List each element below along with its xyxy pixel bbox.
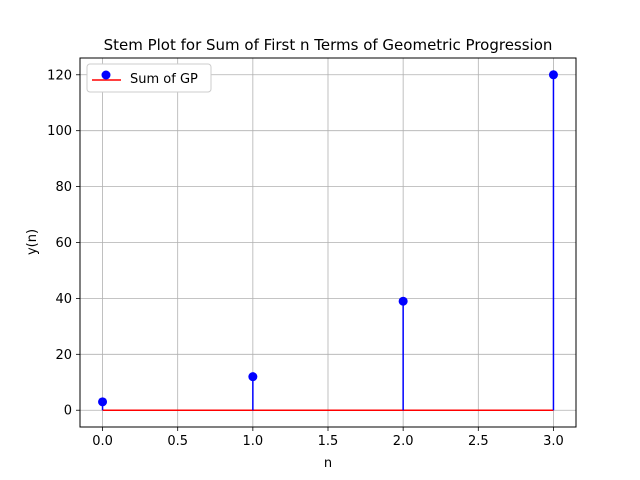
- x-tick-label: 3.0: [543, 434, 564, 449]
- y-tick-label: 40: [55, 292, 72, 307]
- y-tick-label: 0: [64, 404, 72, 419]
- y-tick-label: 80: [55, 180, 72, 195]
- y-tick-label: 120: [47, 68, 72, 83]
- stem-marker: [548, 70, 558, 80]
- x-tick-label: 2.5: [468, 434, 489, 449]
- legend-label: Sum of GP: [130, 72, 198, 87]
- stem-marker: [248, 372, 258, 382]
- legend-box: [86, 63, 212, 93]
- x-tick-label: 1.5: [318, 434, 339, 449]
- stems: [101, 74, 555, 411]
- markers: [98, 70, 558, 407]
- x-tick-label: 2.0: [393, 434, 414, 449]
- y-tick-label: 20: [55, 348, 72, 363]
- stem-marker: [98, 397, 108, 407]
- y-ticks: 0 20 40 60 80 100 120: [47, 68, 80, 419]
- y-tick-label: 100: [47, 124, 72, 139]
- x-axis-label: n: [324, 456, 332, 471]
- stem-marker: [398, 296, 408, 306]
- grid: [80, 58, 576, 427]
- y-axis-label: y(n): [25, 229, 40, 255]
- chart-title: Stem Plot for Sum of First n Terms of Ge…: [104, 36, 553, 54]
- y-tick-label: 60: [55, 236, 72, 251]
- legend-marker-swatch: [101, 70, 111, 80]
- x-tick-label: 0.5: [167, 434, 188, 449]
- x-tick-label: 1.0: [243, 434, 264, 449]
- x-ticks: 0.0 0.5 1.0 1.5 2.0 2.5 3.0: [92, 427, 564, 449]
- legend: Sum of GP: [86, 63, 212, 93]
- x-tick-label: 0.0: [92, 434, 113, 449]
